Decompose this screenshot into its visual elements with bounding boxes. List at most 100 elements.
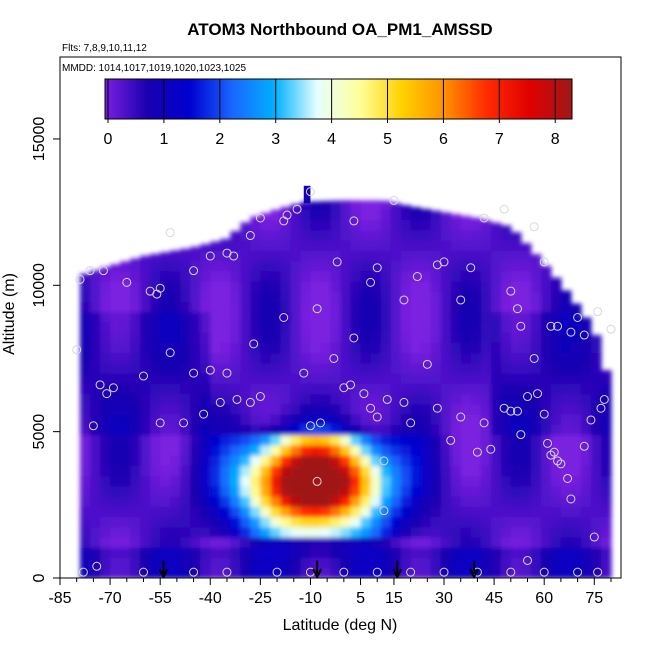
heatmap-cell	[330, 342, 342, 354]
heatmap-cell	[300, 342, 312, 354]
heatmap-cell	[460, 219, 472, 231]
heatmap-cell	[350, 393, 362, 405]
heatmap-cell	[410, 496, 422, 507]
heatmap-cell	[430, 383, 442, 395]
heatmap-cell	[380, 383, 392, 395]
sample-point	[539, 257, 549, 267]
heatmap-cell	[130, 567, 141, 578]
heatmap-cell	[520, 567, 532, 578]
heatmap-cell	[340, 567, 352, 578]
heatmap-cell	[390, 547, 402, 559]
colorbar-tick-label: 5	[383, 131, 392, 148]
heatmap-cell	[280, 403, 292, 415]
heatmap-cell	[210, 270, 221, 282]
heatmap-cell	[500, 393, 512, 405]
heatmap-cell	[540, 311, 552, 323]
heatmap-cell	[550, 465, 562, 477]
heatmap-cell	[350, 444, 362, 456]
heatmap-cell	[270, 270, 281, 282]
heatmap-cell	[570, 434, 582, 446]
heatmap-cell	[390, 537, 402, 548]
heatmap-cell	[490, 373, 502, 384]
heatmap-cell	[250, 465, 261, 477]
heatmap-cell	[550, 537, 562, 548]
heatmap-cell	[370, 291, 382, 303]
heatmap-cell	[270, 260, 281, 272]
heatmap-cell	[80, 516, 91, 528]
heatmap-cell	[270, 239, 281, 251]
heatmap-cell	[520, 455, 532, 466]
heatmap-cell	[500, 321, 512, 333]
heatmap-cell	[260, 434, 271, 446]
heatmap-cell	[440, 434, 452, 446]
x-tick-label: 15	[385, 590, 403, 607]
heatmap-cell	[390, 557, 402, 569]
heatmap-cell	[520, 311, 532, 323]
heatmap-cell	[590, 485, 602, 497]
heatmap-cell	[130, 547, 141, 559]
heatmap-cell	[110, 434, 121, 446]
heatmap-cell	[420, 547, 432, 559]
heatmap-cell	[480, 250, 492, 262]
heatmap-cell	[500, 424, 512, 436]
heatmap-cell	[200, 383, 211, 395]
heatmap-cell	[490, 352, 502, 364]
heatmap-cell	[200, 506, 211, 518]
heatmap-cell	[550, 311, 562, 323]
heatmap-cell	[590, 362, 602, 374]
heatmap-cell	[280, 496, 292, 507]
heatmap-cell	[290, 362, 302, 374]
heatmap-cell	[550, 373, 562, 384]
heatmap-cell	[150, 270, 161, 282]
heatmap-cell	[340, 516, 352, 528]
heatmap-cell	[480, 403, 492, 415]
heatmap-cell	[390, 414, 402, 425]
heatmap-cell	[130, 537, 141, 548]
heatmap-cell	[360, 250, 372, 262]
heatmap-cell	[470, 393, 482, 405]
heatmap-cell	[580, 321, 592, 333]
heatmap-cell	[190, 301, 201, 313]
heatmap-cell	[540, 301, 552, 313]
heatmap-cell	[360, 311, 372, 323]
heatmap-cell	[430, 393, 442, 405]
heatmap-cell	[590, 526, 602, 538]
heatmap-cell	[230, 485, 241, 497]
heatmap-cell	[490, 485, 502, 497]
heatmap-cell	[150, 506, 161, 518]
heatmap-cell	[400, 260, 412, 272]
heatmap-cell	[490, 222, 502, 231]
heatmap-cell	[390, 403, 402, 415]
heatmap-cell	[140, 475, 151, 487]
heatmap-cell	[450, 219, 462, 231]
sample-point	[138, 567, 148, 577]
heatmap-cell	[580, 475, 592, 487]
heatmap-cell	[190, 434, 201, 446]
heatmap-cell	[460, 215, 472, 221]
heatmap-cell	[140, 383, 151, 395]
heatmap-cell	[410, 209, 422, 221]
heatmap-cell	[480, 434, 492, 446]
heatmap-cell	[370, 332, 382, 343]
heatmap-cell	[210, 241, 221, 251]
heatmap-cell	[530, 526, 542, 538]
heatmap-cell	[590, 537, 602, 548]
sample-point	[399, 397, 409, 407]
heatmap-cell	[250, 291, 261, 303]
heatmap-cell	[130, 455, 141, 466]
heatmap-cell	[280, 373, 292, 384]
heatmap-cell	[450, 250, 462, 262]
heatmap-cell	[310, 414, 322, 425]
heatmap-cell	[320, 496, 332, 507]
heatmap-cell	[150, 342, 161, 354]
heatmap-cell	[100, 526, 111, 538]
heatmap-cell	[370, 485, 382, 497]
heatmap-cell	[340, 239, 352, 251]
heatmap-cell	[330, 209, 342, 221]
heatmap-cell	[450, 214, 462, 221]
heatmap-cell	[170, 475, 181, 487]
heatmap-cell	[330, 444, 342, 456]
heatmap-cell	[550, 516, 562, 528]
heatmap-cell	[200, 321, 211, 333]
heatmap-cell	[110, 321, 121, 333]
